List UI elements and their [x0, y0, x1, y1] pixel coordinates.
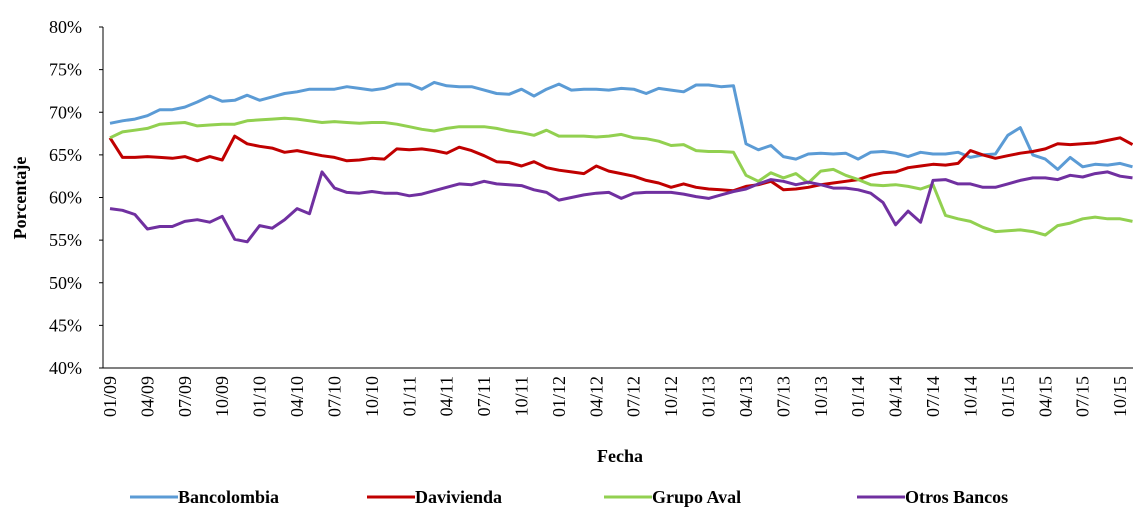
x-tick-label: 07/11	[474, 376, 494, 416]
x-tick-label: 10/10	[362, 376, 382, 417]
legend-label: Davivienda	[415, 487, 502, 507]
x-tick-label: 04/12	[586, 376, 606, 417]
y-axis-title: Porcentaje	[10, 157, 30, 240]
x-tick-label: 07/13	[773, 376, 793, 417]
x-tick-label: 10/13	[811, 376, 831, 417]
x-tick-label: 10/15	[1110, 376, 1130, 417]
x-tick-label: 01/15	[998, 376, 1018, 417]
y-tick-label: 60%	[49, 188, 82, 208]
y-tick-label: 45%	[49, 315, 82, 335]
x-tick-label: 04/10	[287, 376, 307, 417]
series-line	[109, 170, 1133, 244]
x-axis-title: Fecha	[597, 446, 643, 466]
x-tick-label: 01/14	[848, 376, 868, 417]
y-tick-label: 75%	[49, 60, 82, 80]
x-tick-label: 01/10	[250, 376, 270, 417]
x-tick-label: 01/11	[399, 376, 419, 416]
y-tick-label: 65%	[49, 145, 82, 165]
x-tick-label: 04/09	[137, 376, 157, 417]
series-line	[109, 116, 1133, 237]
x-tick-label: 01/12	[549, 376, 569, 417]
x-tick-label: 07/09	[175, 376, 195, 417]
legend-label: Bancolombia	[178, 487, 279, 507]
legend-label: Otros Bancos	[905, 487, 1008, 507]
x-tick-label: 04/14	[886, 376, 906, 417]
series-line	[108, 134, 1133, 193]
x-tick-label: 01/13	[699, 376, 719, 417]
x-tick-label: 10/14	[960, 376, 980, 417]
x-tick-label: 10/09	[212, 376, 232, 417]
x-tick-label: 10/12	[661, 376, 681, 417]
y-tick-label: 70%	[49, 102, 82, 122]
y-tick-label: 40%	[49, 358, 82, 378]
y-tick-label: 80%	[49, 17, 82, 37]
x-tick-label: 07/10	[324, 376, 344, 417]
x-tick-label: 07/12	[624, 376, 644, 417]
series-line	[109, 80, 1133, 171]
x-tick-label: 07/14	[923, 376, 943, 417]
x-tick-label: 10/11	[512, 376, 532, 416]
y-tick-label: 55%	[49, 230, 82, 250]
x-tick-label: 04/13	[736, 376, 756, 417]
x-tick-label: 04/11	[437, 376, 457, 416]
x-tick-label: 04/15	[1035, 376, 1055, 417]
legend-label: Grupo Aval	[652, 487, 741, 507]
y-tick-label: 50%	[49, 273, 82, 293]
x-tick-label: 01/09	[100, 376, 120, 417]
x-tick-label: 07/15	[1073, 376, 1093, 417]
